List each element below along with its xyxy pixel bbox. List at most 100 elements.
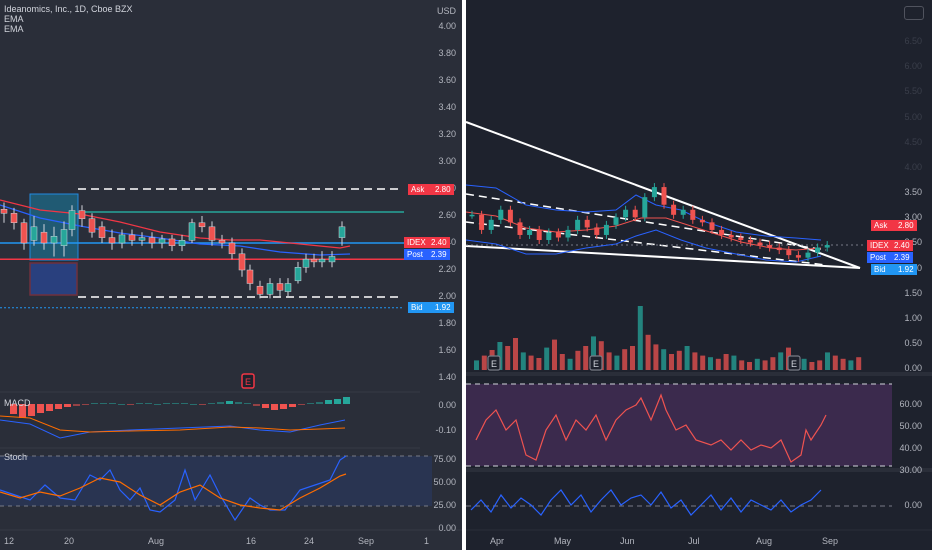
- right-candle-body: [517, 222, 523, 235]
- rsi-background: [466, 384, 892, 466]
- right-price-tick-label: 2.50: [904, 237, 922, 248]
- right-earnings-marker: [589, 355, 603, 371]
- candle-body: [68, 210, 76, 230]
- volume-bar: [723, 354, 729, 370]
- right-time-tick-label: Apr: [490, 536, 505, 546]
- right-candle-body: [738, 237, 744, 240]
- bollinger-lower: [466, 229, 822, 263]
- volume-bar: [606, 352, 612, 370]
- right-earnings-marker: [487, 355, 501, 371]
- right-candle-body: [805, 252, 811, 258]
- right-candle-body: [479, 214, 485, 230]
- camera-icon[interactable]: [904, 6, 924, 20]
- candle-body: [266, 283, 274, 295]
- right-chart-pane[interactable]: EEE 3.503.002.502.001.501.000.500.004.00…: [466, 0, 932, 550]
- ema-line-red: [0, 199, 351, 249]
- candle-body: [188, 222, 196, 241]
- candle-body: [0, 209, 8, 214]
- pane-divider[interactable]: [462, 0, 466, 550]
- macd-histogram-bar: [325, 400, 332, 404]
- right-ask-price-tag: Ask 2.80: [871, 220, 917, 231]
- macd-histogram-bar: [280, 404, 287, 409]
- range-highlight-box: [29, 262, 78, 296]
- bid-label: Bid: [411, 303, 423, 312]
- candle-body: [284, 283, 292, 292]
- osc-tick-label: 0.00: [904, 500, 922, 510]
- right-earnings-marker: [787, 355, 801, 371]
- volume-bar: [832, 355, 838, 370]
- time-tick-label: 24: [304, 536, 315, 546]
- volume-bar: [583, 346, 589, 370]
- volume-bar: [575, 350, 581, 370]
- candle-body: [302, 258, 310, 268]
- price-tick-label: 3.20: [438, 129, 456, 139]
- ema-indicator-2[interactable]: EMA: [4, 24, 24, 34]
- earnings-marker-label: E: [245, 377, 251, 387]
- macd-histogram-bar: [226, 401, 233, 404]
- macd-panel-title[interactable]: MACD: [4, 398, 31, 408]
- rsi-line: [475, 393, 827, 463]
- candle-body: [318, 258, 326, 263]
- candle-body: [88, 218, 96, 233]
- volume-bar: [684, 346, 690, 370]
- ema-indicator-1[interactable]: EMA: [4, 14, 24, 24]
- right-candle-body: [824, 245, 830, 248]
- volume-bar: [840, 358, 846, 370]
- volume-bar: [754, 358, 760, 370]
- rsi-tick-label: 50.00: [899, 421, 922, 431]
- right-candle-body: [603, 224, 609, 235]
- macd-histogram-bar: [109, 403, 116, 404]
- volume-bar: [559, 354, 565, 370]
- post-value: 2.39: [431, 250, 447, 259]
- candle-body: [40, 231, 48, 244]
- candle-body: [158, 238, 166, 244]
- right-candle-body: [488, 219, 494, 230]
- candle-body: [218, 240, 226, 244]
- stoch-panel-title[interactable]: Stoch: [4, 452, 28, 462]
- candle-body: [108, 237, 116, 244]
- right-bid-value: 1.92: [898, 265, 914, 274]
- right-bid-label: Bid: [874, 265, 886, 274]
- lower-trendline: [466, 245, 861, 269]
- right-candle-body: [661, 187, 667, 205]
- right-time-tick-label: Sep: [822, 536, 839, 546]
- macd-histogram-bar: [37, 404, 44, 413]
- volume-bar: [739, 360, 745, 370]
- macd-line: [0, 419, 346, 439]
- candle-body: [198, 222, 206, 228]
- candle-body: [128, 234, 136, 241]
- volume-bar: [505, 346, 511, 370]
- volume-bar: [481, 355, 487, 370]
- candle-body: [20, 222, 28, 244]
- right-time-tick-label: Jul: [688, 536, 700, 546]
- right-price-tick-label: 0.00: [904, 363, 922, 374]
- volume-bar: [614, 355, 620, 370]
- volume-bar: [809, 362, 815, 370]
- right-candle-body: [728, 234, 734, 238]
- volume-bar: [762, 360, 768, 370]
- symbol-title[interactable]: Ideanomics, Inc., 1D, Cboe BZX: [4, 4, 133, 14]
- volume-bar: [692, 352, 698, 370]
- candle-body: [276, 283, 284, 291]
- osc-line: [470, 489, 822, 516]
- right-candle-body: [709, 222, 715, 230]
- right-candle-body: [719, 229, 725, 235]
- left-chart-pane[interactable]: E Ideanomics, Inc., 1D, Cboe BZX EMA EMA…: [0, 0, 462, 550]
- macd-histogram-bar: [253, 404, 260, 406]
- macd-histogram-bar: [136, 403, 143, 404]
- right-candle-body: [690, 209, 696, 220]
- post-label: Post: [407, 250, 424, 259]
- macd-histogram-bar: [64, 404, 71, 407]
- bid-price-tag: Bid 1.92: [408, 302, 454, 313]
- right-post-price-tag: Post 2.39: [867, 252, 913, 263]
- left-chart-canvas[interactable]: E: [0, 0, 462, 550]
- channel-lower-line: [466, 221, 827, 266]
- right-time-tick-label: May: [554, 536, 572, 546]
- currency-label[interactable]: USD: [436, 6, 456, 16]
- volume-bar: [801, 358, 807, 370]
- right-idex-price-tag: IDEX 2.40: [867, 240, 913, 251]
- right-candle-body: [767, 245, 773, 248]
- right-idex-value: 2.40: [894, 241, 910, 250]
- right-candle-body: [546, 232, 552, 240]
